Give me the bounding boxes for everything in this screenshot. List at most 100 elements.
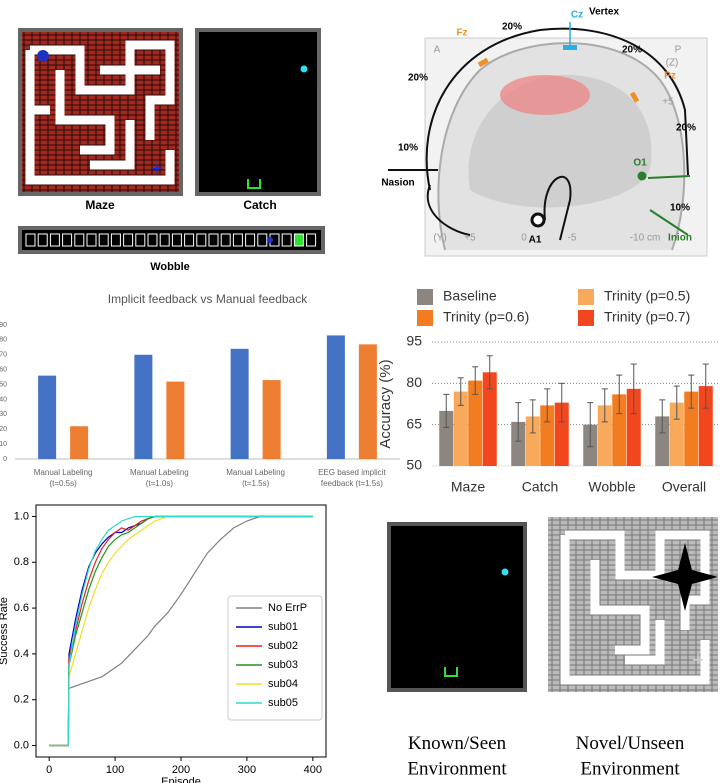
wobble-cell	[233, 234, 242, 246]
svg-text:+: +	[692, 649, 704, 671]
known-environment	[387, 522, 527, 692]
chart-title: Implicit feedback vs Manual feedback	[108, 292, 308, 306]
eeg-label: Vertex	[589, 7, 619, 18]
x-tick-label: 0	[46, 764, 52, 776]
eeg-label: +5	[662, 97, 674, 108]
y-tick-label: 20	[0, 426, 7, 433]
figure: + Maze Catch Wobble Vertex Cz Fz Pz 20% 20% 20…	[0, 0, 720, 783]
wobble-cell	[246, 234, 255, 246]
wobble-cell	[258, 234, 267, 246]
bar	[134, 355, 152, 459]
bar	[263, 380, 281, 459]
eeg-label: P	[675, 45, 682, 56]
eeg-label: 10%	[670, 203, 690, 214]
legend-label: Baseline	[443, 288, 497, 304]
wobble-cell	[209, 234, 218, 246]
wobble-cell	[160, 234, 169, 246]
wobble-game	[18, 226, 325, 254]
eeg-label: 20%	[622, 45, 642, 56]
x-tick-label: 100	[106, 764, 124, 776]
wobble-cell	[63, 234, 72, 246]
y-tick-label: 30	[0, 411, 7, 418]
y-tick-label: 1.0	[14, 510, 29, 522]
x-axis-label: Episode	[161, 776, 201, 783]
y-tick-label: 40	[0, 396, 7, 403]
eeg-label: Inion	[668, 233, 692, 244]
wobble-cell	[136, 234, 145, 246]
eeg-label: O1	[633, 158, 647, 169]
y-axis-label: Success Rate	[0, 597, 10, 665]
maze-game: +	[18, 28, 183, 196]
bar	[166, 382, 184, 459]
legend-swatch	[417, 310, 433, 326]
wobble-cell	[221, 234, 230, 246]
eeg-diagram	[388, 22, 707, 256]
legend-label: sub03	[268, 659, 298, 671]
wobble-cell	[87, 234, 96, 246]
x-tick-label: Manual Labeling(t=0.5s)	[34, 468, 93, 488]
eeg-label: -5	[568, 233, 577, 244]
wobble-cell	[50, 234, 59, 246]
y-tick-label: 65	[406, 415, 422, 431]
eeg-label: 20%	[502, 22, 522, 33]
eeg-label: A1	[529, 235, 542, 246]
x-tick-label: Wobble	[588, 479, 635, 495]
legend-label: sub05	[268, 697, 298, 709]
x-tick-label: 300	[238, 764, 256, 776]
wobble-cell	[172, 234, 181, 246]
y-tick-label: 70	[0, 352, 7, 359]
y-tick-label: 0.2	[14, 694, 29, 706]
y-axis-label: Accuracy (%)	[377, 359, 394, 448]
y-tick-label: 0	[3, 456, 7, 463]
y-tick-label: 50	[0, 381, 7, 388]
eeg-label: Pz	[664, 71, 676, 82]
game-label: Maze	[85, 198, 115, 212]
eeg-label: Fz	[456, 28, 467, 39]
y-tick-label: 90	[0, 322, 7, 329]
y-tick-label: 50	[406, 457, 422, 473]
wobble-cell	[294, 234, 303, 246]
y-tick-label: 0.6	[14, 602, 29, 614]
legend-label: sub04	[268, 678, 298, 690]
y-tick-label: 0.4	[14, 648, 29, 660]
y-tick-label: 0.8	[14, 556, 29, 568]
wobble-cell	[148, 234, 157, 246]
x-tick-label: Maze	[451, 479, 485, 495]
legend-swatch	[578, 310, 594, 326]
bar	[70, 426, 88, 459]
environment-caption: Known/SeenEnvironment	[407, 733, 507, 780]
eeg-label: Cz	[571, 10, 583, 21]
game-label: Wobble	[150, 261, 190, 273]
x-tick-label: Manual Labeling(t=1.5s)	[226, 468, 285, 488]
wobble-cell	[124, 234, 133, 246]
page: { "games": {"maze": "Maze", "catch": "Ca…	[0, 0, 720, 783]
x-tick-label: Manual Labeling(t=1.0s)	[130, 468, 189, 488]
wobble-cell	[282, 234, 291, 246]
eeg-label: -10 cm	[630, 233, 661, 244]
bar	[359, 344, 377, 459]
y-tick-label: 95	[406, 333, 422, 349]
bar	[327, 335, 345, 459]
bar	[38, 376, 56, 459]
game-label: Catch	[243, 198, 276, 212]
eeg-label: (Y)	[433, 233, 446, 244]
eeg-label: 20%	[676, 123, 696, 134]
wobble-cell	[75, 234, 84, 246]
bar-chart: Implicit feedback vs Manual feedback0102…	[0, 292, 400, 488]
wobble-cell	[26, 234, 35, 246]
legend-label: Trinity (p=0.6)	[443, 309, 529, 325]
x-tick-label: Catch	[522, 479, 559, 495]
wobble-cell	[99, 234, 108, 246]
wobble-ball	[267, 237, 273, 243]
x-tick-label: 200	[172, 764, 190, 776]
wobble-cell	[111, 234, 120, 246]
legend-label: Trinity (p=0.7)	[604, 309, 690, 325]
eeg-label: Nasion	[381, 178, 414, 189]
legend-label: No ErrP	[268, 602, 307, 614]
svg-text:+: +	[151, 158, 163, 180]
y-tick-label: 80	[406, 374, 422, 390]
